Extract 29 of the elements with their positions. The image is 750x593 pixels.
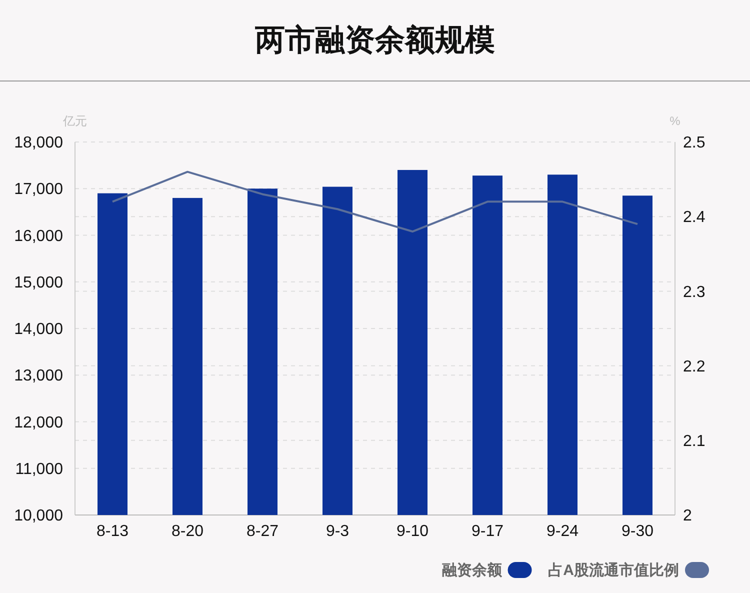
x-tick-label: 9-10 <box>396 523 429 540</box>
x-tick-label: 9-17 <box>471 523 504 540</box>
y2-tick-label: 2 <box>683 508 692 525</box>
y2-tick-label: 2.3 <box>683 284 706 301</box>
x-tick-label: 9-3 <box>326 523 350 540</box>
chart-title: 两市融资余额规模 <box>254 23 495 57</box>
legend-label: 占A股流通市值比例 <box>548 561 679 579</box>
y-tick-label: 13,000 <box>14 368 64 385</box>
y-tick-label: 14,000 <box>14 321 64 338</box>
y-tick-label: 17,000 <box>14 181 64 198</box>
y-tick-label: 16,000 <box>14 228 64 245</box>
y-tick-label: 11,000 <box>15 460 64 478</box>
y2-tick-label: 2.5 <box>683 134 706 152</box>
y2-tick-label: 2.1 <box>683 433 706 450</box>
y2-tick-label: 2.2 <box>683 358 706 376</box>
x-tick-label: 8-20 <box>171 523 204 540</box>
y-tick-label: 15,000 <box>14 274 64 292</box>
y-axis-title: 亿元 <box>62 114 87 128</box>
x-tick-label: 8-13 <box>96 523 129 540</box>
x-tick-label: 9-24 <box>546 523 579 540</box>
y2-tick-label: 2.4 <box>683 209 706 226</box>
x-tick-label: 9-30 <box>621 523 654 540</box>
y-tick-label: 12,000 <box>14 414 64 432</box>
y2-axis-title: % <box>670 114 681 128</box>
x-tick-label: 8-27 <box>246 523 279 540</box>
y-tick-label: 10,000 <box>14 508 64 525</box>
legend-label: 融资余额 <box>442 561 503 579</box>
y-tick-label: 18,000 <box>14 134 64 152</box>
line-series <box>112 170 638 233</box>
